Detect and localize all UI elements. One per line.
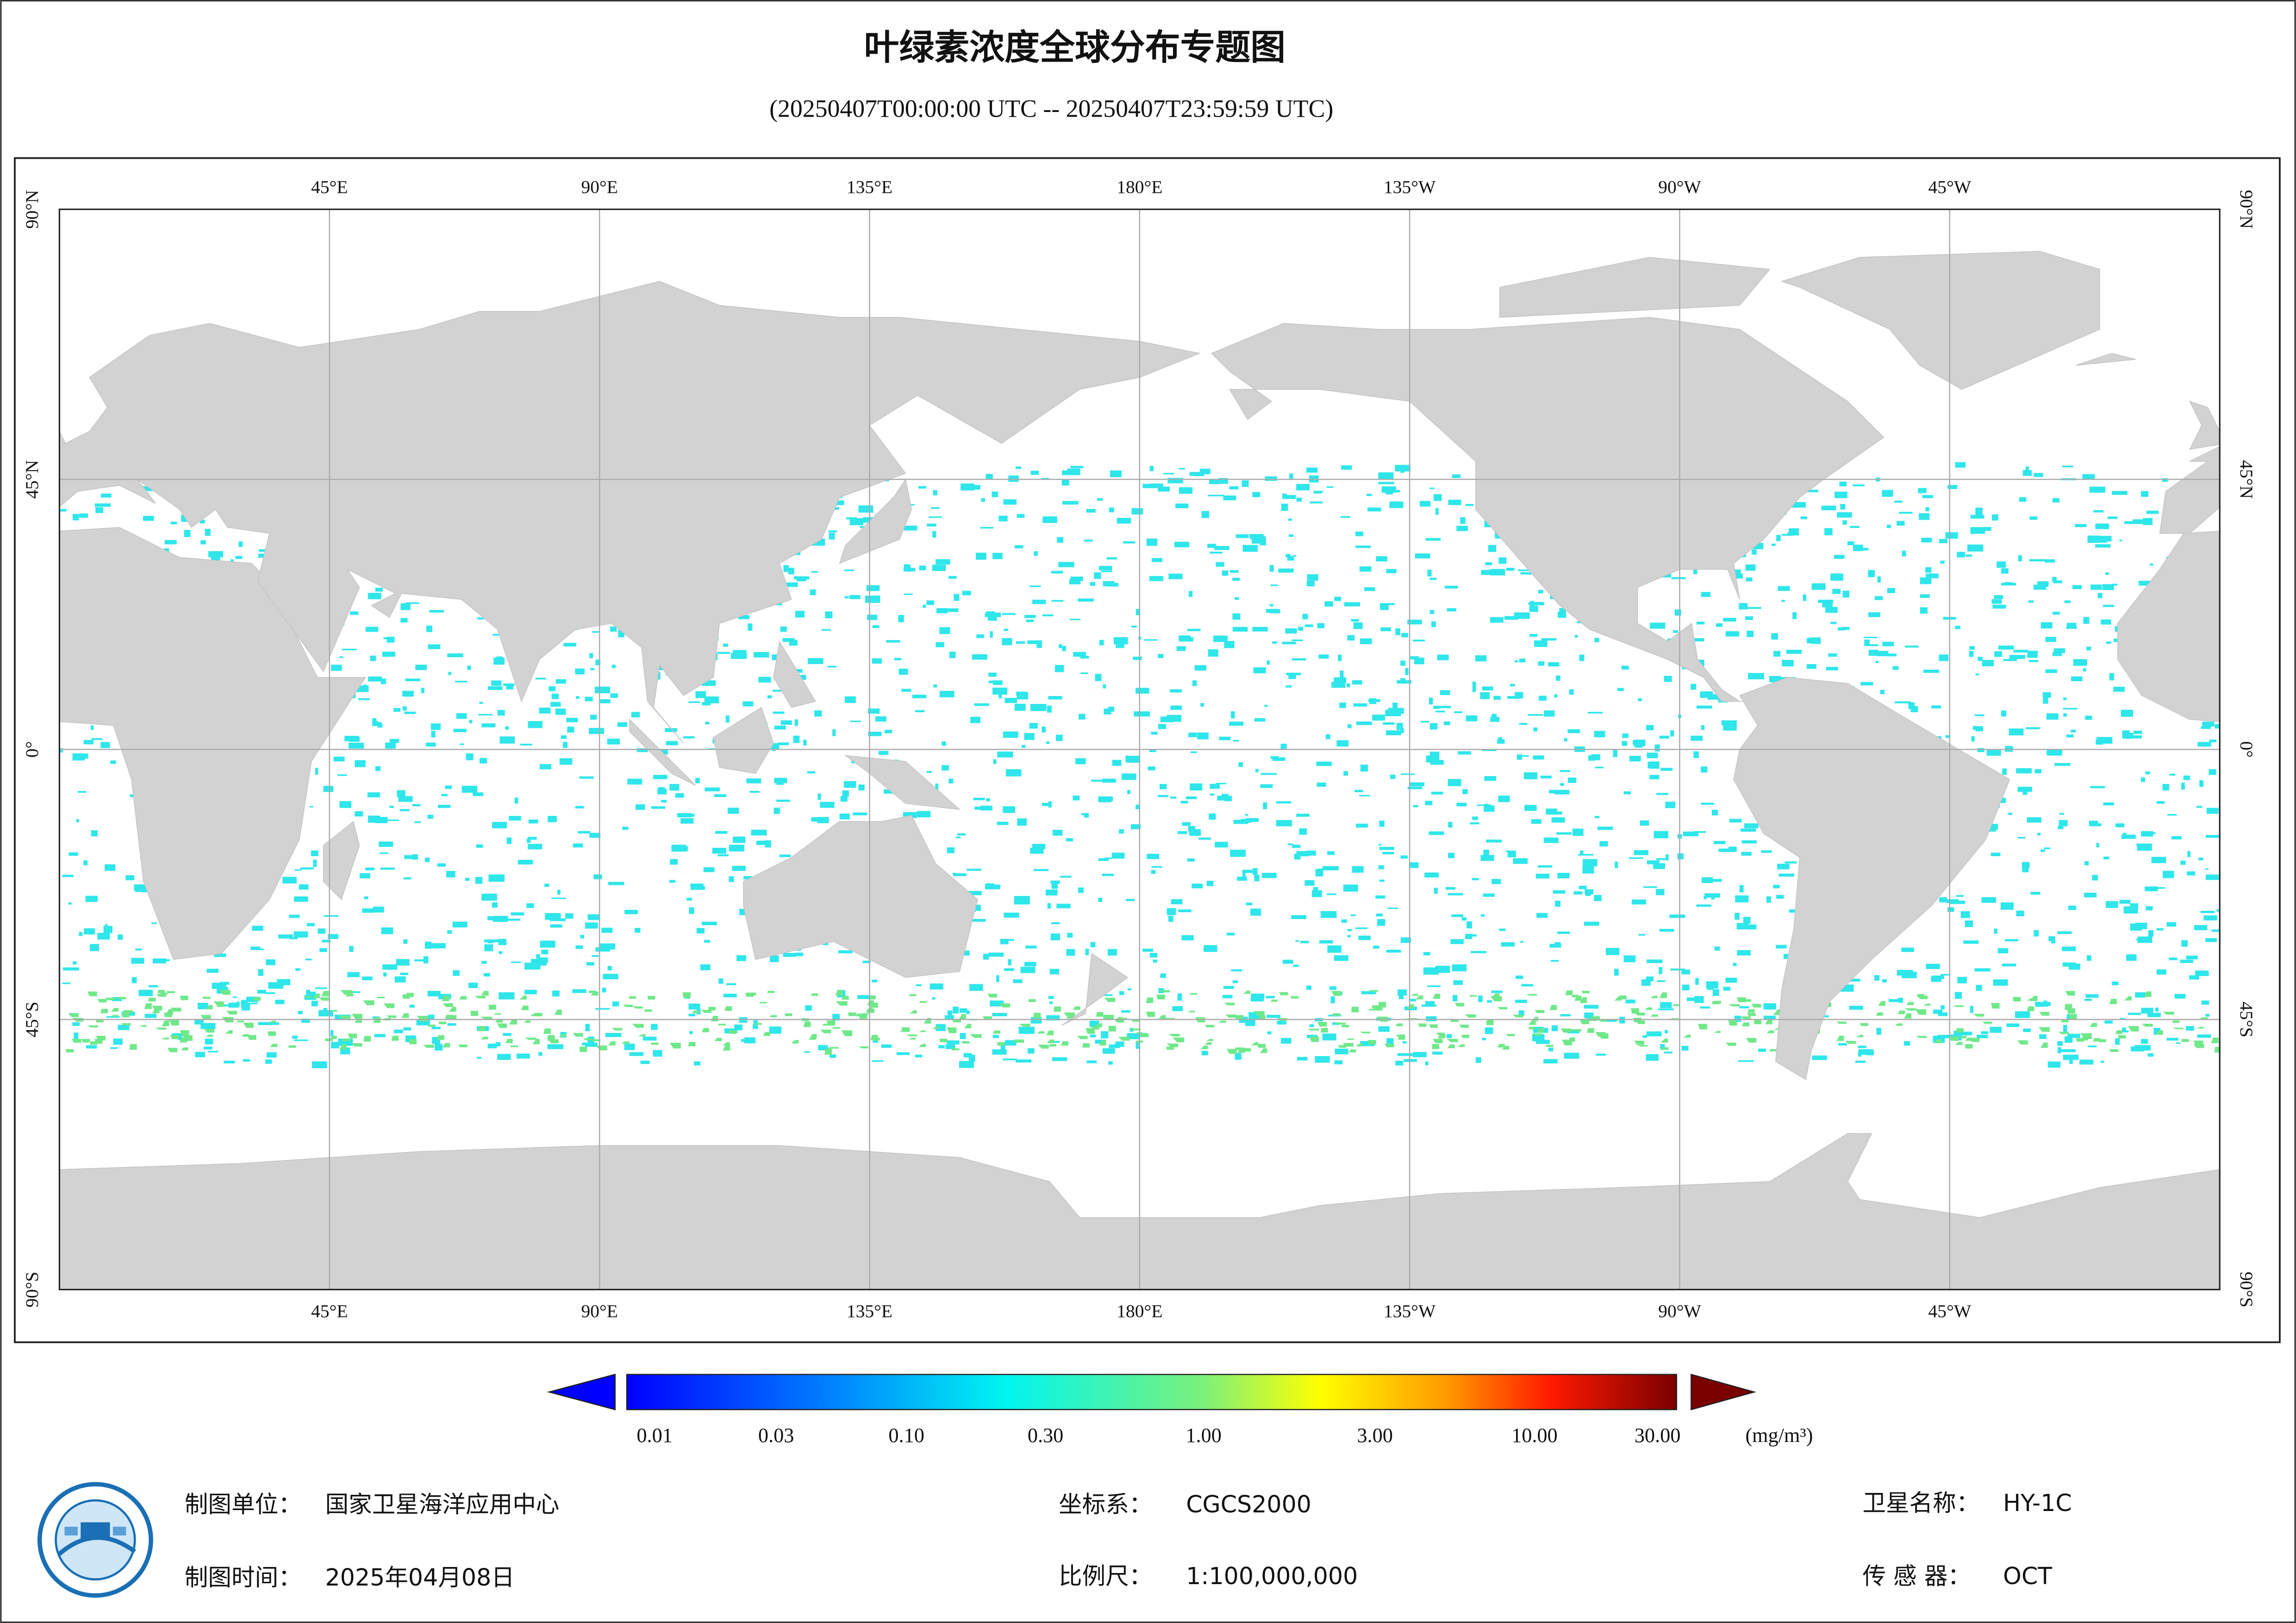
footer-label: 制图单位： <box>185 1491 302 1518</box>
lon-label: 135°W <box>1384 177 1436 197</box>
map-frame <box>14 157 2281 1343</box>
land <box>2075 353 2136 366</box>
lon-label: 90°W <box>1658 1301 1701 1321</box>
lat-label: 45°S <box>22 1001 42 1037</box>
footer-value: OCT <box>2003 1562 2053 1590</box>
land <box>323 821 360 901</box>
lon-label: 180°E <box>1117 1301 1162 1321</box>
lon-label: 135°W <box>1384 1301 1436 1321</box>
colorbar-label: 3.00 <box>1357 1424 1393 1447</box>
land <box>2117 530 2220 722</box>
land <box>1210 317 1884 702</box>
lat-label: 90°S <box>2236 1272 2257 1307</box>
ocean-texture <box>65 989 2220 1055</box>
colorbar-label: 0.03 <box>758 1424 794 1447</box>
lat-label: 0° <box>2236 741 2257 758</box>
land <box>59 281 1201 744</box>
lat-label: 45°N <box>22 460 42 499</box>
footer-label: 制图时间： <box>185 1564 302 1591</box>
lon-label: 180°E <box>1117 177 1162 197</box>
land <box>629 718 696 786</box>
lat-label: 45°N <box>2236 460 2257 499</box>
lat-label: 90°N <box>22 190 42 229</box>
lon-label: 90°E <box>581 177 618 197</box>
map-content <box>59 209 2220 1290</box>
land <box>713 707 774 774</box>
land <box>59 527 366 960</box>
footer-value: CGCS2000 <box>1186 1491 1311 1518</box>
lon-label: 45°W <box>1928 177 1972 197</box>
footer-value: 1:100,000,000 <box>1186 1562 1358 1590</box>
footer-label: 卫星名称： <box>1862 1489 1979 1517</box>
footer-label: 比例尺： <box>1059 1562 1152 1590</box>
colorbar-label: 10.00 <box>1511 1424 1558 1447</box>
lat-label: 45°S <box>2236 1001 2257 1037</box>
colorbar <box>626 1374 1678 1411</box>
colorbar-high-arrow <box>1691 1374 1757 1411</box>
colorbar-low-arrow <box>547 1374 616 1411</box>
lon-label: 45°W <box>1928 1301 1972 1321</box>
colorbar-unit: (mg/m³) <box>1745 1424 1813 1447</box>
lon-label: 45°E <box>311 1301 348 1321</box>
land <box>1733 677 2010 1080</box>
footer-value: HY-1C <box>2003 1489 2072 1517</box>
subtitle: (20250407T00:00:00 UTC -- 20250407T23:59… <box>769 95 1333 123</box>
land <box>743 815 978 978</box>
lon-label: 135°E <box>847 177 892 197</box>
colorbar-label: 0.01 <box>636 1424 672 1447</box>
footer-value: 2025年04月08日 <box>325 1564 514 1591</box>
land <box>59 430 66 445</box>
land <box>773 640 816 708</box>
lat-label: 0° <box>22 741 42 758</box>
colorbar-label: 1.00 <box>1185 1424 1221 1447</box>
lon-label: 135°E <box>847 1301 892 1321</box>
lon-label: 90°E <box>581 1301 618 1321</box>
land <box>1499 257 1771 318</box>
land <box>2159 446 2220 534</box>
title: 叶绿素浓度全球分布专题图 <box>864 27 1286 68</box>
colorbar-label: 0.30 <box>1028 1424 1063 1447</box>
colorbar-label: 30.00 <box>1635 1424 1681 1447</box>
footer-value: 国家卫星海洋应用中心 <box>325 1491 559 1518</box>
lat-label: 90°N <box>2236 190 2257 229</box>
logo <box>37 1482 153 1598</box>
colorbar-label: 0.10 <box>888 1424 924 1447</box>
lon-label: 45°E <box>311 177 348 197</box>
footer-label: 坐标系： <box>1059 1491 1152 1518</box>
land <box>844 755 961 810</box>
lon-label: 90°W <box>1658 177 1701 197</box>
footer-label: 传 感 器： <box>1862 1562 1971 1590</box>
map-border <box>58 208 2221 1291</box>
land <box>1061 952 1129 1026</box>
lat-label: 90°S <box>22 1272 42 1307</box>
